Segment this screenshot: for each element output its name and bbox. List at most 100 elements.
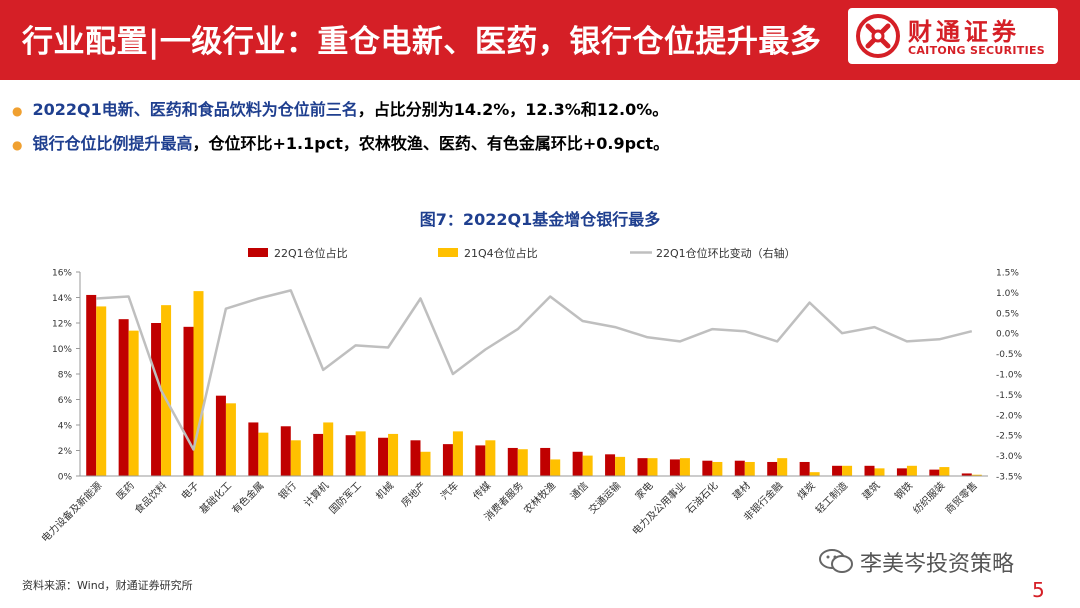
x-tick-label: 机械: [373, 479, 396, 502]
x-tick-label: 有色金属: [229, 479, 266, 516]
y-tick-label-left: 0%: [58, 473, 73, 483]
logo-text-cn: 财通证券: [908, 18, 1020, 46]
y-tick-label-right: -0.5%: [996, 350, 1023, 360]
bar-series: [86, 291, 982, 476]
bar-22q1: [540, 447, 551, 476]
y-tick-label-left: 12%: [52, 320, 72, 330]
legend-label-1: 22Q1仓位占比: [274, 246, 348, 260]
bar-22q1: [702, 460, 713, 476]
header-bar: 行业配置|一级行业：重仓电新、医药，银行仓位提升最多 财通证券 CAITONG …: [0, 0, 1080, 80]
y-axis-left: 0% 2% 4% 6% 8% 10% 12% 14% 16%: [52, 269, 81, 483]
bar-22q1: [410, 440, 421, 476]
y-tick-label-right: 1.0%: [996, 289, 1019, 299]
bar-21q4: [842, 465, 853, 476]
x-tick-label: 医药: [114, 480, 137, 503]
legend-swatch-2: [438, 248, 458, 257]
position-chart: 图7：2022Q1基金增仓银行最多 22Q1仓位占比 21Q4仓位占比 22Q1仓位…: [39, 210, 1023, 545]
y-tick-label-right: -3.5%: [996, 473, 1023, 483]
x-tick-label: 纺织服装: [910, 479, 947, 516]
bar-22q1: [961, 473, 972, 476]
bar-21q4: [485, 440, 496, 476]
y-tick-label-right: 0.5%: [996, 309, 1019, 319]
bar-22q1: [442, 444, 453, 476]
y-tick-label-right: 0.0%: [996, 330, 1019, 340]
x-tick-label: 计算机: [301, 479, 331, 509]
x-tick-label: 传媒: [471, 480, 494, 503]
bar-22q1: [929, 469, 940, 476]
x-tick-label: 电力设备及新能源: [39, 479, 105, 545]
x-tick-label: 电力及公用事业: [629, 479, 688, 538]
bar-22q1: [507, 447, 518, 476]
x-tick-label: 商贸零售: [942, 479, 979, 516]
y-tick-label-right: -2.5%: [996, 432, 1023, 442]
y-tick-label-left: 8%: [58, 371, 73, 381]
legend-swatch-1: [248, 248, 268, 257]
bar-22q1: [86, 294, 97, 476]
wechat-icon: [819, 549, 853, 573]
bar-21q4: [809, 472, 820, 476]
bullet-2-text: ，仓位环比+1.1pct，农林牧渔、医药、有色金属环比+0.9pct。: [192, 134, 670, 153]
x-tick-label: 家电: [632, 479, 655, 502]
x-tick-label: 建材: [730, 479, 753, 502]
x-tick-label: 食品饮料: [132, 479, 169, 516]
bar-21q4: [777, 458, 788, 476]
bar-21q4: [225, 403, 236, 476]
bar-21q4: [971, 474, 982, 476]
bar-21q4: [712, 461, 723, 476]
x-tick-label: 石油石化: [683, 479, 720, 516]
x-tick-label: 国防军工: [326, 479, 363, 516]
bar-21q4: [258, 432, 269, 476]
bar-21q4: [128, 330, 139, 476]
x-tick-label: 煤炭: [794, 479, 817, 502]
source-note: 资料来源：Wind，财通证券研究所: [22, 579, 193, 592]
bar-22q1: [475, 445, 486, 476]
bar-22q1: [378, 437, 389, 476]
bar-21q4: [874, 468, 885, 476]
y-tick-label-left: 6%: [58, 396, 73, 406]
x-tick-label: 基础化工: [197, 479, 234, 516]
bar-21q4: [679, 458, 690, 476]
bar-21q4: [290, 440, 301, 476]
bar-21q4: [647, 458, 658, 476]
bullet-1: ● 2022Q1电新、医药和食品饮料为仓位前三名，占比分别为14.2%，12.3%…: [12, 96, 668, 120]
bar-21q4: [420, 451, 431, 476]
bullet-1-text: ，占比分别为14.2%，12.3%和12.0%。: [357, 100, 669, 119]
bar-22q1: [572, 451, 583, 476]
bar-21q4: [452, 431, 463, 476]
bar-21q4: [355, 431, 366, 476]
y-tick-label-right: -1.0%: [996, 371, 1023, 381]
caitong-logo-mark-icon: [856, 14, 900, 58]
bar-22q1: [345, 435, 356, 476]
caitong-logo: 财通证券 CAITONG SECURITIES: [848, 8, 1058, 64]
y-tick-label-right: -1.5%: [996, 391, 1023, 401]
y-tick-label-left: 2%: [58, 447, 73, 457]
change-line: [96, 289, 973, 451]
bar-21q4: [906, 465, 917, 476]
chart-title: 图7：2022Q1基金增仓银行最多: [420, 210, 660, 229]
bar-22q1: [669, 459, 680, 476]
bar-21q4: [96, 306, 107, 476]
bar-22q1: [215, 395, 226, 476]
bar-21q4: [550, 459, 561, 476]
bar-21q4: [161, 305, 172, 476]
bullet-1-highlight: 2022Q1电新、医药和食品饮料为仓位前三名: [32, 100, 358, 119]
x-tick-label: 农林牧渔: [521, 479, 558, 516]
bar-22q1: [248, 422, 259, 476]
legend-label-3: 22Q1仓位环比变动（右轴）: [656, 246, 796, 260]
bar-22q1: [734, 460, 745, 476]
chart-legend: 22Q1仓位占比 21Q4仓位占比 22Q1仓位环比变动（右轴）: [248, 246, 796, 260]
y-tick-label-left: 14%: [52, 294, 72, 304]
bar-21q4: [323, 422, 334, 476]
x-tick-label: 房地产: [398, 479, 428, 509]
legend-label-2: 21Q4仓位占比: [464, 246, 538, 260]
logo-text-en: CAITONG SECURITIES: [908, 44, 1046, 57]
bar-22q1: [637, 458, 648, 476]
x-tick-label: 建筑: [859, 479, 882, 502]
y-tick-label-left: 10%: [52, 345, 72, 355]
bar-21q4: [744, 461, 755, 476]
x-tick-label: 通信: [568, 480, 591, 503]
bar-22q1: [767, 461, 778, 476]
bar-22q1: [799, 461, 810, 476]
bar-22q1: [864, 465, 875, 476]
